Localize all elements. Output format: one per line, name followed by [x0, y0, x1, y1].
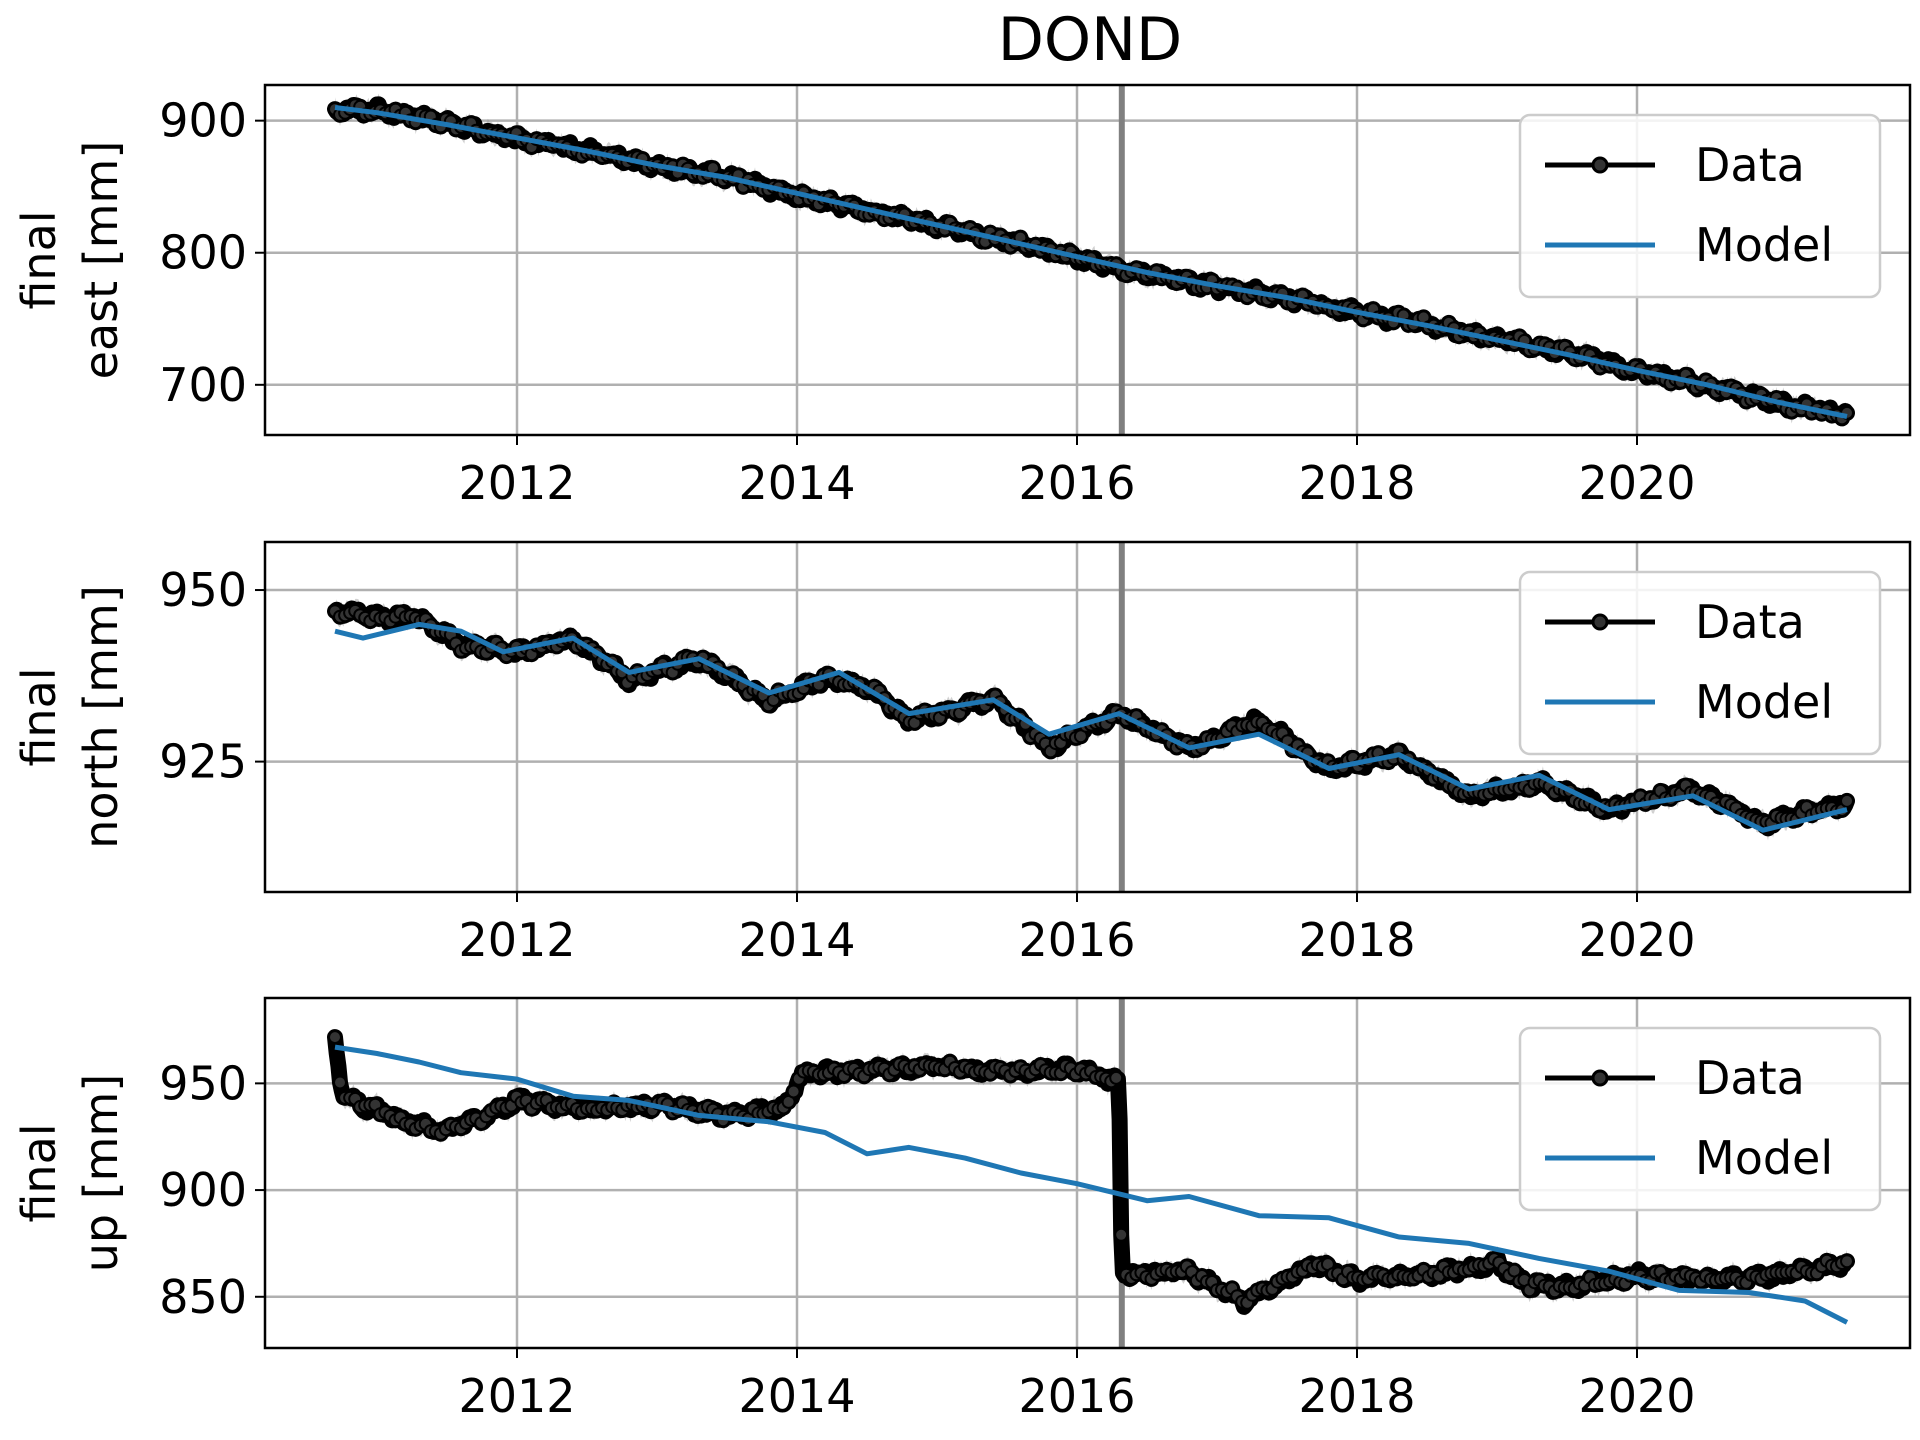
legend-data-label: Data [1695, 595, 1805, 649]
legend-data-marker [1591, 613, 1609, 631]
x-tick-label: 2020 [1578, 913, 1695, 967]
model-series-line [334, 621, 1848, 833]
y-tick-label: 900 [159, 1163, 247, 1217]
panel-north: 2012 2014 2016 2018 2020 925 950 final north [mm… [12, 540, 1912, 967]
model-series-line [334, 105, 1848, 419]
y-tick-label: 900 [159, 94, 247, 148]
y-tick-label: 850 [159, 1270, 247, 1324]
legend-data-marker [1591, 156, 1609, 174]
y-axis-label-line: final [12, 667, 66, 766]
y-axis-label-line: up [mm] [74, 1074, 128, 1273]
x-tick-label: 2014 [738, 456, 855, 510]
x-tick-label: 2012 [458, 456, 575, 510]
data-point [1840, 793, 1854, 808]
legend-data-label: Data [1695, 1051, 1805, 1105]
data-point [1114, 1227, 1129, 1242]
data-point [328, 1030, 342, 1045]
data-point [1840, 1254, 1854, 1269]
y-tick-label: 950 [159, 1056, 247, 1110]
model-series-line [334, 1044, 1849, 1325]
data-point [333, 1075, 347, 1090]
x-tick-label: 2014 [738, 913, 855, 967]
panel-east: 2012 2014 2016 2018 2020 700 800 900 final east [… [12, 83, 1912, 510]
axes-frame [263, 996, 1912, 1350]
panel-up: 2012 2014 2016 2018 2020 850 900 950 final up [mm… [12, 996, 1912, 1423]
legend-data-marker [1591, 1069, 1609, 1087]
legend-model-label: Model [1695, 1131, 1833, 1185]
x-tick-label: 2016 [1018, 1369, 1135, 1423]
y-tick-label: 800 [159, 226, 247, 280]
axes-frame [263, 540, 1912, 894]
y-tick-label: 950 [159, 563, 247, 617]
legend-box [1518, 1026, 1882, 1212]
x-tick-label: 2020 [1578, 456, 1695, 510]
x-tick-label: 2018 [1298, 913, 1415, 967]
x-tick-label: 2012 [458, 913, 575, 967]
legend-model-label: Model [1695, 218, 1833, 272]
x-tick-label: 2018 [1298, 456, 1415, 510]
y-tick-label: 700 [159, 358, 247, 412]
figure-title: DOND [998, 5, 1183, 75]
legend-model-label: Model [1695, 675, 1833, 729]
x-tick-label: 2014 [738, 1369, 855, 1423]
y-axis-label: final north [mm] [12, 585, 128, 849]
y-axis-label-line: final [12, 210, 66, 309]
x-tick-label: 2020 [1578, 1369, 1695, 1423]
data-point [786, 1084, 801, 1099]
legend-box [1518, 113, 1882, 299]
y-axis-label: final east [mm] [12, 141, 128, 380]
y-axis-label-line: north [mm] [74, 585, 128, 849]
x-tick-label: 2012 [458, 1369, 575, 1423]
y-axis-label-line: east [mm] [74, 141, 128, 380]
data-point [1109, 1070, 1124, 1085]
legend-box [1518, 570, 1882, 756]
axes-frame [263, 83, 1912, 437]
y-axis-label: final up [mm] [12, 1074, 128, 1273]
legend-data-label: Data [1695, 138, 1805, 192]
y-axis-label-line: final [12, 1123, 66, 1222]
x-tick-label: 2016 [1018, 456, 1135, 510]
x-tick-label: 2018 [1298, 1369, 1415, 1423]
y-tick-label: 925 [159, 735, 247, 789]
x-tick-label: 2016 [1018, 913, 1135, 967]
